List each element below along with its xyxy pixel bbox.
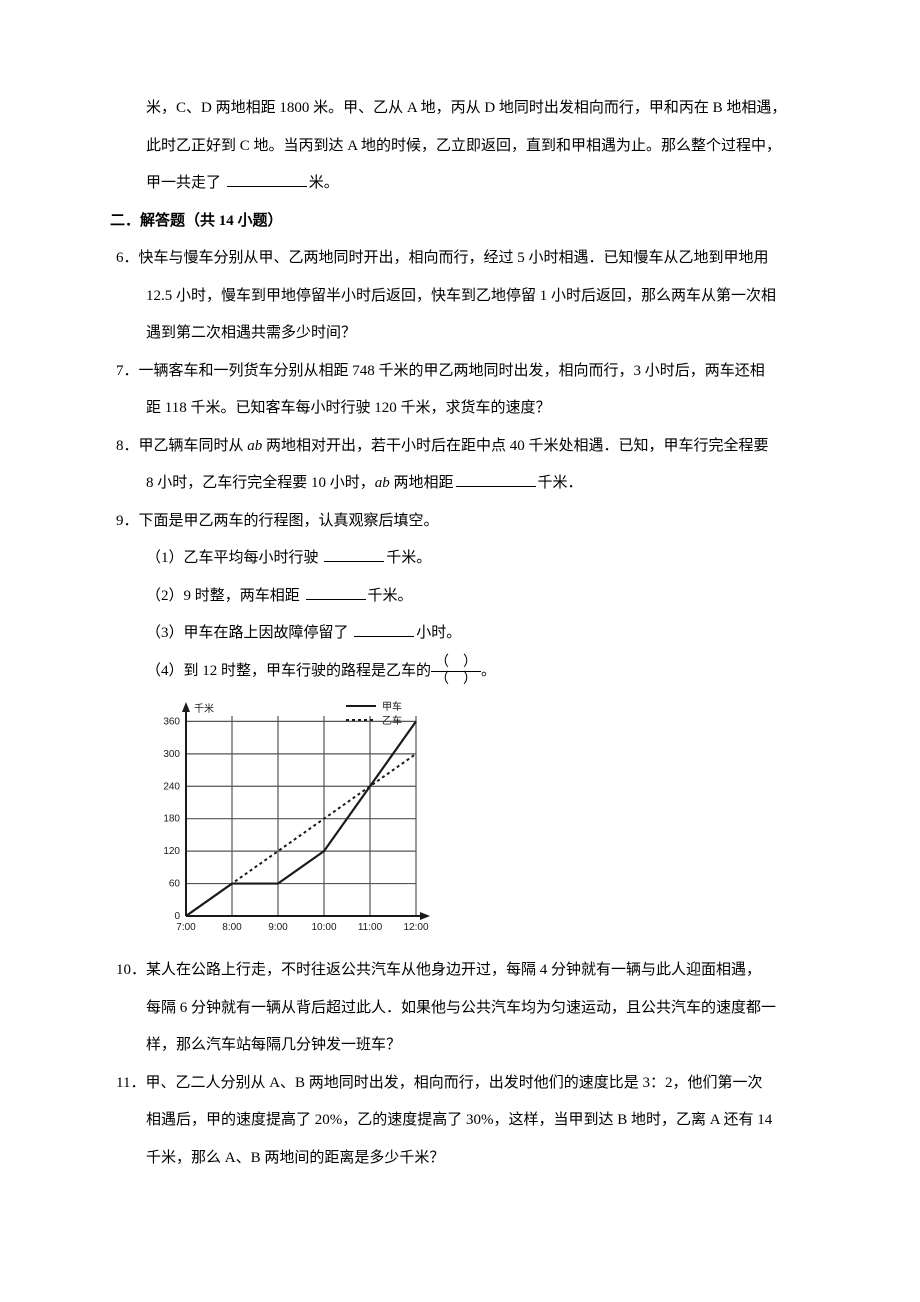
q7-line1: 7．一辆客车和一列货车分别从相距 748 千米的甲乙两地同时出发，相向而行，3 … [110, 353, 810, 391]
svg-text:120: 120 [163, 846, 180, 857]
q10-num: 10． [116, 962, 146, 978]
q11-l1: 甲、乙二人分别从 A、B 两地同时出发，相向而行，出发时他们的速度比是 3：2，… [145, 1075, 762, 1091]
blank-field[interactable] [354, 621, 414, 637]
q6-line3: 遇到第二次相遇共需多少时间？ [110, 315, 810, 353]
q9-s2-post: 千米。 [368, 588, 413, 604]
q8-num: 8． [116, 438, 139, 454]
q11-line3: 千米，那么 A、B 两地间的距离是多少千米？ [110, 1140, 810, 1178]
q7-num: 7． [116, 363, 139, 379]
svg-text:7:00: 7:00 [176, 922, 196, 933]
svg-text:9:00: 9:00 [268, 922, 288, 933]
q11-num: 11． [116, 1075, 145, 1091]
q10-line2: 每隔 6 分钟就有一辆从背后超过此人．如果他与公共汽车均为匀速运动，且公共汽车的… [110, 990, 810, 1028]
q8-l2-post: 千米． [538, 475, 583, 491]
q5-l3-pre: 甲一共走了 [146, 175, 225, 191]
q8-l2-pre: 8 小时，乙车行完全程要 10 小时， [146, 475, 375, 491]
q9-s2-pre: （2）9 时整，两车相距 [146, 588, 304, 604]
q7-line2: 距 118 千米。已知客车每小时行驶 120 千米，求货车的速度？ [110, 390, 810, 428]
q9-sub4: （4）到 12 时整，甲车行驶的路程是乙车的（ ）（ ）。 [110, 653, 810, 691]
q8-l1-pre: 甲乙辆车同时从 [139, 438, 248, 454]
svg-text:8:00: 8:00 [222, 922, 242, 933]
blank-field[interactable] [324, 546, 384, 562]
q6-num: 6． [116, 250, 139, 266]
svg-text:10:00: 10:00 [311, 922, 336, 933]
q9-title: 9．下面是甲乙两车的行程图，认真观察后填空。 [110, 503, 810, 541]
q8-line2: 8 小时，乙车行完全程要 10 小时，ab 两地相距 千米． [110, 465, 810, 503]
q7-l1: 一辆客车和一列货车分别从相距 748 千米的甲乙两地同时出发，相向而行，3 小时… [139, 363, 765, 379]
q9-num: 9． [116, 513, 139, 529]
q6-line2: 12.5 小时，慢车到甲地停留半小时后返回，快车到乙地停留 1 小时后返回，那么… [110, 278, 810, 316]
q5-line2: 此时乙正好到 C 地。当丙到达 A 地的时候，乙立即返回，直到和甲相遇为止。那么… [110, 128, 810, 166]
blank-field[interactable] [456, 471, 536, 487]
q9-title-text: 下面是甲乙两车的行程图，认真观察后填空。 [139, 513, 439, 529]
q6-line1: 6．快车与慢车分别从甲、乙两地同时开出，相向而行，经过 5 小时相遇．已知慢车从… [110, 240, 810, 278]
q8-ab-1: ab [247, 438, 262, 454]
q5-line3: 甲一共走了 米。 [110, 165, 810, 203]
q9-sub3: （3）甲车在路上因故障停留了 小时。 [110, 615, 810, 653]
blank-field[interactable] [227, 171, 307, 187]
q9-s3-post: 小时。 [416, 625, 461, 641]
q8-l1-mid: 两地相对开出，若干小时后在距中点 40 千米处相遇．已知，甲车行完全程要 [262, 438, 768, 454]
frac-den: （ ） [431, 672, 481, 687]
q9-s1-post: 千米。 [386, 550, 431, 566]
svg-text:60: 60 [169, 879, 181, 890]
q6-l1: 快车与慢车分别从甲、乙两地同时开出，相向而行，经过 5 小时相遇．已知慢车从乙地… [139, 250, 769, 266]
frac-num: （ ） [431, 655, 481, 671]
q9-sub2: （2）9 时整，两车相距 千米。 [110, 578, 810, 616]
svg-text:甲车: 甲车 [382, 700, 402, 713]
svg-text:180: 180 [163, 814, 180, 825]
q8-ab-2: ab [375, 475, 390, 491]
svg-text:乙车: 乙车 [382, 714, 402, 727]
q9-s3-pre: （3）甲车在路上因故障停留了 [146, 625, 352, 641]
svg-text:240: 240 [163, 781, 180, 792]
q10-line3: 样，那么汽车站每隔几分钟发一班车？ [110, 1027, 810, 1065]
q11-line1: 11．甲、乙二人分别从 A、B 两地同时出发，相向而行，出发时他们的速度比是 3… [110, 1065, 810, 1103]
section-2-heading: 二．解答题（共 14 小题） [110, 203, 810, 241]
svg-text:12:00: 12:00 [403, 922, 428, 933]
q5-l3-post: 米。 [309, 175, 339, 191]
fraction-blank[interactable]: （ ）（ ） [431, 655, 481, 687]
svg-text:300: 300 [163, 749, 180, 760]
q11-line2: 相遇后，甲的速度提高了 20%，乙的速度提高了 30%，这样，当甲到达 B 地时… [110, 1102, 810, 1140]
svg-text:11:00: 11:00 [358, 922, 383, 933]
q9-chart: 0 60 120 180 240 300 360 千米 7:00 8:00 9:00 10:00 11:… [110, 690, 810, 952]
svg-text:360: 360 [163, 716, 180, 727]
q8-l2-mid: 两地相距 [390, 475, 454, 491]
q8-line1: 8．甲乙辆车同时从 ab 两地相对开出，若干小时后在距中点 40 千米处相遇．已… [110, 428, 810, 466]
svg-text:千米: 千米 [194, 702, 214, 715]
q9-s1-pre: （1）乙车平均每小时行驶 [146, 550, 322, 566]
q9-s4-post: 。 [481, 663, 496, 679]
q9-s4-pre: （4）到 12 时整，甲车行驶的路程是乙车的 [146, 663, 431, 679]
svg-text:0: 0 [174, 911, 180, 922]
q10-line1: 10．某人在公路上行走，不时往返公共汽车从他身边开过，每隔 4 分钟就有一辆与此… [110, 952, 810, 990]
q9-sub1: （1）乙车平均每小时行驶 千米。 [110, 540, 810, 578]
q5-line1: 米，C、D 两地相距 1800 米。甲、乙从 A 地，丙从 D 地同时出发相向而… [110, 90, 810, 128]
q10-l1: 某人在公路上行走，不时往返公共汽车从他身边开过，每隔 4 分钟就有一辆与此人迎面… [146, 962, 761, 978]
line-chart: 0 60 120 180 240 300 360 千米 7:00 8:00 9:00 10:00 11:… [146, 696, 431, 946]
blank-field[interactable] [306, 584, 366, 600]
